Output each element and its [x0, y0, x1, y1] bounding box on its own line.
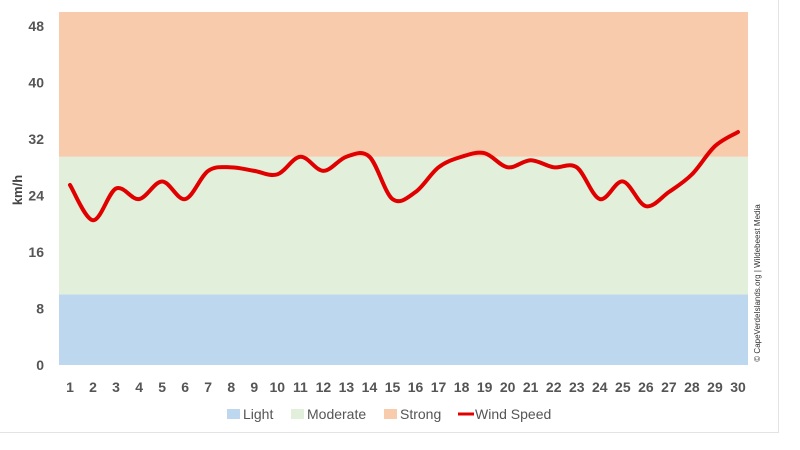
x-tick-label: 1: [66, 379, 74, 395]
y-tick-label: 8: [36, 301, 44, 317]
y-tick-label: 48: [28, 18, 44, 34]
legend-label: Wind Speed: [475, 406, 551, 422]
chart-frame: [0, 0, 779, 433]
band-light: [59, 294, 748, 365]
x-tick-label: 26: [638, 379, 654, 395]
legend: Light Moderate Strong Wind Speed: [227, 406, 551, 422]
x-tick-label: 18: [454, 379, 470, 395]
x-tick-label: 27: [661, 379, 677, 395]
band-moderate: [59, 156, 748, 295]
legend-label: Light: [243, 406, 273, 422]
x-tick-label: 25: [615, 379, 631, 395]
x-tick-label: 20: [500, 379, 516, 395]
y-tick-label: 0: [36, 357, 44, 373]
legend-label: Strong: [400, 406, 441, 422]
y-tick-label: 16: [28, 244, 44, 260]
x-tick-label: 19: [477, 379, 493, 395]
wind-speed-line: [68, 130, 740, 223]
x-tick-label: 17: [431, 379, 447, 395]
credit-text: © CapeVerdeIslands.org | Wildebeest Medi…: [753, 204, 762, 362]
band-layer: [59, 12, 748, 365]
x-tick-label: 30: [730, 379, 746, 395]
legend-swatch-strong: [384, 409, 397, 419]
legend-label: Moderate: [307, 406, 366, 422]
x-tick-label: 6: [181, 379, 189, 395]
x-tick-label: 5: [158, 379, 166, 395]
x-tick-label: 10: [270, 379, 286, 395]
x-tick-label: 3: [112, 379, 120, 395]
x-tick-label: 29: [707, 379, 723, 395]
x-tick-label: 16: [408, 379, 424, 395]
x-tick-label: 9: [250, 379, 258, 395]
x-tick-label: 23: [569, 379, 585, 395]
x-tick-label: 24: [592, 379, 608, 395]
band-strong: [59, 12, 748, 157]
x-tick-label: 15: [385, 379, 401, 395]
x-tick-label: 22: [546, 379, 562, 395]
x-tick-label: 2: [89, 379, 97, 395]
x-tick-label: 7: [204, 379, 212, 395]
y-axis-title: km/h: [10, 175, 25, 205]
legend-swatch-moderate: [291, 409, 304, 419]
x-tick-label: 8: [227, 379, 235, 395]
y-axis: 0 8 16 24 32 40 48: [28, 18, 44, 373]
y-tick-label: 32: [28, 131, 44, 147]
x-tick-label: 28: [684, 379, 700, 395]
x-tick-label: 12: [316, 379, 332, 395]
x-tick-label: 21: [523, 379, 539, 395]
x-tick-label: 13: [339, 379, 355, 395]
x-tick-label: 11: [293, 379, 308, 395]
x-tick-label: 14: [362, 379, 378, 395]
x-tick-label: 4: [135, 379, 143, 395]
legend-swatch-light: [227, 409, 240, 419]
y-tick-label: 40: [28, 75, 44, 91]
x-axis: 1 2 3 4 5 6 7 8 9 10 11 12 13 14 15 16 17 18 19 20 21 22 23 24 2…: [66, 379, 746, 395]
y-tick-label: 24: [28, 188, 44, 204]
